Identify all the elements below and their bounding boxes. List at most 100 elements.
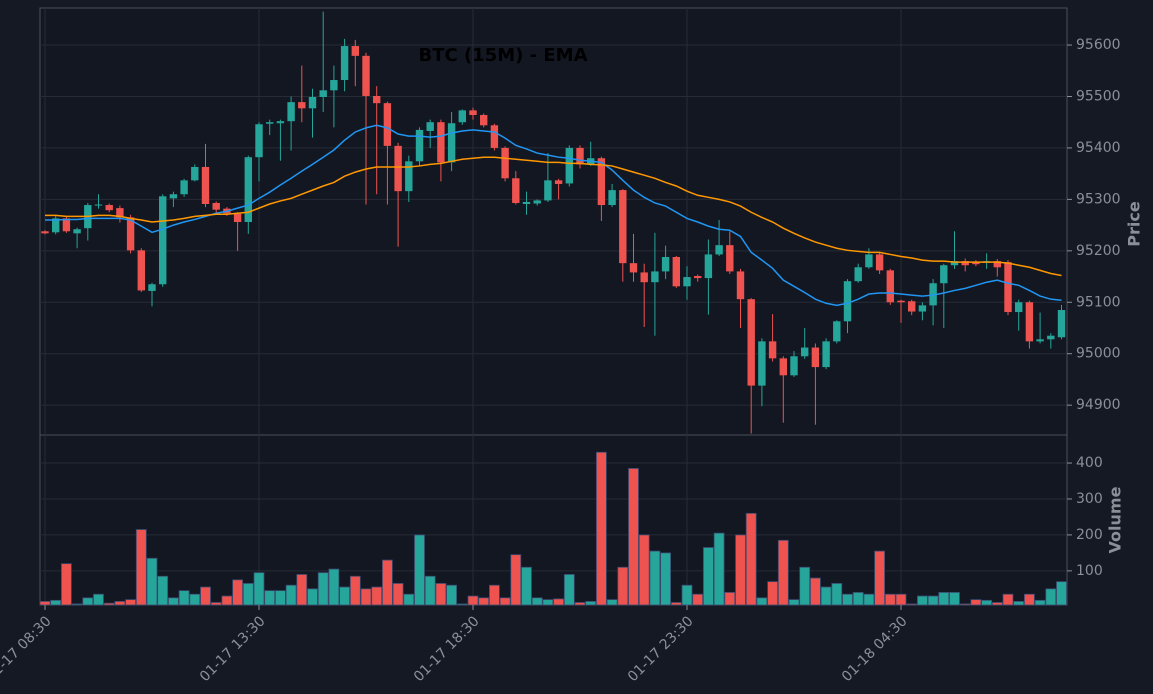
candle-body bbox=[405, 161, 413, 192]
volume-bar bbox=[703, 547, 714, 606]
candle-body bbox=[629, 263, 638, 273]
volume-bar bbox=[820, 586, 832, 606]
volume-bar bbox=[232, 579, 244, 606]
candle-body bbox=[94, 204, 103, 206]
candle-body bbox=[52, 218, 60, 233]
y-tick-label: 200 bbox=[1076, 527, 1103, 543]
volume-bar bbox=[831, 583, 843, 606]
volume-bar bbox=[606, 599, 618, 606]
volume-bar bbox=[917, 595, 928, 606]
candle-body bbox=[373, 95, 381, 104]
volume-bar bbox=[403, 593, 415, 606]
candle-body bbox=[854, 267, 862, 282]
volume-bar bbox=[274, 590, 286, 606]
volume-bar bbox=[777, 539, 789, 606]
candle-body bbox=[319, 90, 327, 98]
candle-body bbox=[298, 102, 306, 109]
candle-body bbox=[865, 254, 873, 268]
volume-bar bbox=[863, 593, 875, 606]
volume-bar bbox=[1034, 599, 1046, 606]
volume-bar bbox=[852, 592, 864, 606]
volume-bar bbox=[1002, 593, 1014, 606]
volume-bar bbox=[50, 599, 62, 606]
volume-bar bbox=[221, 595, 233, 606]
volume-bar bbox=[424, 575, 436, 606]
volume-panel bbox=[39, 434, 1068, 606]
volume-bar bbox=[1024, 593, 1035, 606]
candle-body bbox=[169, 194, 178, 199]
volume-bar bbox=[563, 574, 575, 606]
candle-body bbox=[897, 300, 905, 303]
volume-bar bbox=[991, 602, 1003, 606]
candle-body bbox=[972, 262, 980, 265]
volume-bar bbox=[895, 593, 907, 606]
volume-bar bbox=[296, 574, 308, 606]
candle-body bbox=[533, 200, 541, 204]
volume-bar bbox=[285, 584, 297, 606]
volume-bar bbox=[328, 568, 340, 606]
volume-bar bbox=[531, 597, 543, 606]
candle-body bbox=[608, 190, 616, 206]
candle-body bbox=[212, 202, 220, 210]
candle-body bbox=[886, 270, 894, 303]
volume-bar bbox=[307, 588, 318, 606]
candle-body bbox=[287, 102, 295, 122]
candle-body bbox=[779, 358, 787, 376]
candle-body bbox=[929, 283, 937, 306]
volume-bar bbox=[970, 599, 982, 606]
volume-bar bbox=[649, 550, 661, 606]
volume-bar bbox=[414, 534, 425, 606]
volume-bar bbox=[596, 451, 607, 606]
candle-body bbox=[426, 122, 434, 131]
y-tick-label: 95000 bbox=[1076, 346, 1121, 362]
volume-bar bbox=[617, 566, 629, 606]
volume-bar bbox=[114, 601, 126, 606]
y-tick-label: 95400 bbox=[1076, 140, 1121, 156]
candle-body bbox=[458, 110, 466, 123]
volume-bar bbox=[435, 583, 447, 606]
volume-bar bbox=[724, 592, 736, 606]
y-tick-label: 95500 bbox=[1076, 88, 1121, 104]
y-tick-label: 300 bbox=[1076, 491, 1103, 507]
candle-body bbox=[1036, 339, 1044, 342]
volume-bar bbox=[681, 584, 693, 606]
volume-bar bbox=[767, 581, 778, 606]
volume-bar bbox=[39, 601, 51, 606]
candle-body bbox=[148, 284, 156, 291]
y-tick-label: 400 bbox=[1076, 455, 1103, 471]
volume-bar bbox=[542, 599, 554, 606]
volume-bar bbox=[371, 586, 383, 606]
volume-bar bbox=[810, 577, 821, 606]
candle-body bbox=[330, 80, 338, 91]
candle-body bbox=[918, 305, 927, 312]
candle-body bbox=[480, 115, 488, 126]
volume-bar bbox=[553, 598, 564, 606]
candle-body bbox=[1015, 302, 1023, 313]
volume-bar bbox=[660, 552, 671, 606]
volume-bar bbox=[585, 601, 597, 606]
candle-body bbox=[833, 321, 841, 342]
candle-body bbox=[1047, 335, 1055, 340]
volume-bar bbox=[135, 529, 147, 606]
candle-body bbox=[244, 157, 252, 223]
volume-bar bbox=[906, 603, 918, 606]
volume-bar bbox=[949, 592, 960, 606]
candle-body bbox=[126, 217, 135, 251]
volume-bar bbox=[874, 550, 885, 606]
volume-bar bbox=[1045, 588, 1057, 606]
volume-bar bbox=[339, 586, 351, 606]
candle-body bbox=[255, 124, 263, 158]
candle-body bbox=[961, 261, 969, 266]
volume-bar bbox=[799, 566, 811, 606]
volume-bar bbox=[478, 597, 490, 606]
volume-bar bbox=[242, 583, 254, 606]
volume-bar bbox=[360, 588, 372, 606]
candle-body bbox=[822, 341, 830, 368]
candle-body bbox=[201, 166, 210, 205]
candle-body bbox=[415, 129, 424, 162]
candle-body bbox=[908, 301, 916, 312]
candle-body bbox=[180, 180, 188, 195]
volume-bar bbox=[510, 554, 522, 606]
candle-body bbox=[875, 254, 884, 271]
